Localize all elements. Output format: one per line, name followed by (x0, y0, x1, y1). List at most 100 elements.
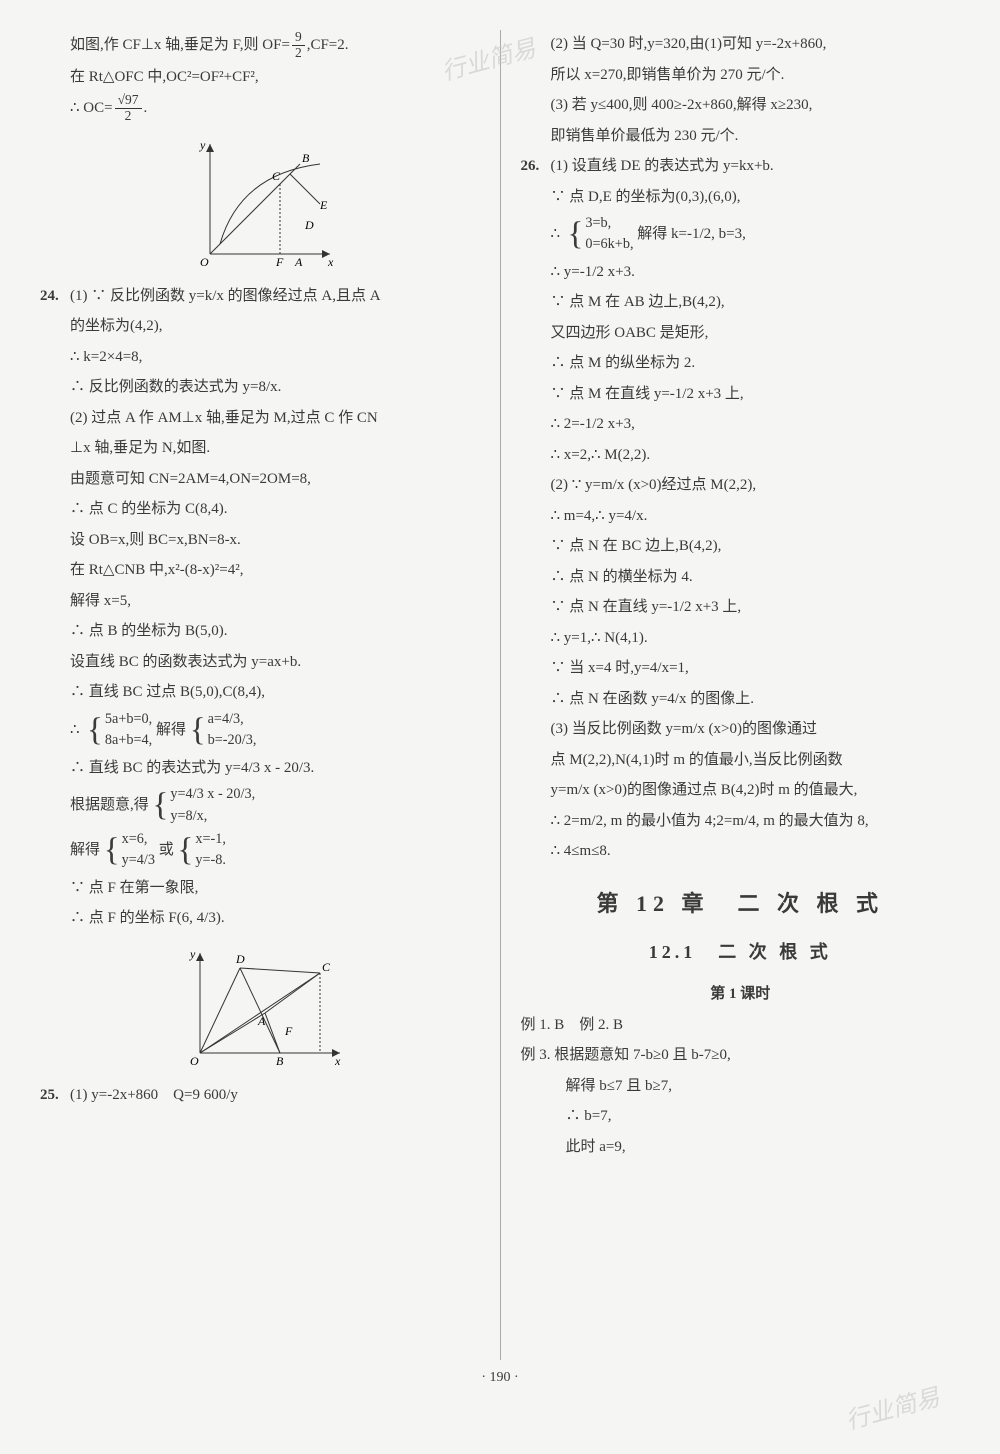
equation-system: 根据题意,得 { y=4/3 x - 20/3, y=8/x, (40, 784, 480, 827)
text: (1) y=-2x+860 Q=9 600/y (70, 1087, 238, 1103)
text-line: ∴ x=2,∴ M(2,2). (521, 441, 961, 470)
svg-text:x: x (334, 1054, 341, 1068)
equation-system: 解得 { x=6, y=4/3 或 { x=-1, y=-8. (40, 829, 480, 872)
text: 解得 (70, 842, 100, 858)
sys-row: b=-20/3, (208, 730, 257, 751)
text: 或 (159, 842, 174, 858)
text-line: 如图,作 CF⊥x 轴,垂足为 F,则 OF=92,CF=2. (40, 30, 480, 61)
svg-text:O: O (190, 1054, 199, 1068)
svg-text:A: A (294, 255, 303, 269)
text-line: ∴ 4≤m≤8. (521, 837, 961, 866)
text-line: (2) ∵ y=m/x (x>0)经过点 M(2,2), (521, 471, 961, 500)
text-line: ∴ 点 F 的坐标 F(6, 4/3). (40, 904, 480, 933)
text: (1) ∵ 反比例函数 y=k/x 的图像经过点 A,且点 A (70, 288, 381, 304)
text-line: ∵ 当 x=4 时,y=4/x=1, (521, 654, 961, 683)
sys-row: y=4/3 x - 20/3, (170, 784, 255, 805)
text-line: 设直线 BC 的函数表达式为 y=ax+b. (40, 648, 480, 677)
equation-system: ∴ { 3=b, 0=6k+b, 解得 k=-1/2, b=3, (521, 213, 961, 256)
text: 解得 (156, 722, 186, 738)
graph-2: y D C A F O B x (170, 943, 350, 1073)
text-line: 所以 x=270,即销售单价为 270 元/个. (521, 61, 961, 90)
problem-24: 24.(1) ∵ 反比例函数 y=k/x 的图像经过点 A,且点 A (40, 282, 480, 311)
text-line: 即销售单价最低为 230 元/个. (521, 122, 961, 151)
text-line: 又四边形 OABC 是矩形, (521, 319, 961, 348)
text-line: 的坐标为(4,2), (40, 312, 480, 341)
problem-number: 25. (40, 1081, 70, 1110)
svg-text:y: y (199, 138, 206, 152)
frac-den: 2 (292, 46, 305, 61)
text-line: ∴ 直线 BC 的表达式为 y=4/3 x - 20/3. (40, 754, 480, 783)
text-line: 设 OB=x,则 BC=x,BN=8-x. (40, 526, 480, 555)
text-line: 解得 x=5, (40, 587, 480, 616)
sys-row: a=4/3, (208, 709, 257, 730)
svg-text:D: D (304, 218, 314, 232)
sys-row: y=4/3 (122, 850, 155, 871)
text-line: ∵ 点 F 在第一象限, (40, 874, 480, 903)
sys-row: 3=b, (585, 213, 633, 234)
svg-text:B: B (276, 1054, 284, 1068)
page-number: · 190 · (40, 1370, 960, 1386)
text-line: y=m/x (x>0)的图像通过点 B(4,2)时 m 的值最大, (521, 776, 961, 805)
text-line: ∴ m=4,∴ y=4/x. (521, 502, 961, 531)
text-line: 在 Rt△CNB 中,x²-(8-x)²=4², (40, 556, 480, 585)
text: 解得 k=-1/2, b=3, (637, 226, 746, 242)
text-line: ⊥x 轴,垂足为 N,如图. (40, 434, 480, 463)
text-line: ∴ k=2×4=8, (40, 343, 480, 372)
sys-row: 0=6k+b, (585, 234, 633, 255)
svg-text:F: F (275, 255, 284, 269)
text: ∴ OC= (70, 100, 113, 116)
text: 如图,作 CF⊥x 轴,垂足为 F,则 OF= (70, 37, 290, 53)
right-column: (2) 当 Q=30 时,y=320,由(1)可知 y=-2x+860, 所以 … (521, 30, 961, 1360)
column-divider (500, 30, 501, 1360)
frac-num: 9 (292, 30, 305, 46)
text-line: ∴ 点 B 的坐标为 B(5,0). (40, 617, 480, 646)
example-line: ∴ b=7, (521, 1102, 961, 1131)
sys-row: x=6, (122, 829, 155, 850)
sys-row: 8a+b=4, (105, 730, 152, 751)
text: 根据题意,得 (70, 797, 149, 813)
text-line: ∴ y=-1/2 x+3. (521, 258, 961, 287)
graph-1: y B C E D O F A x (180, 134, 340, 274)
svg-text:x: x (327, 255, 334, 269)
text-line: ∴ 点 C 的坐标为 C(8,4). (40, 495, 480, 524)
lesson-title: 第 1 课时 (521, 982, 961, 1003)
text-line: (3) 若 y≤400,则 400≥-2x+860,解得 x≥230, (521, 91, 961, 120)
text-line: ∵ 点 N 在 BC 边上,B(4,2), (521, 532, 961, 561)
fraction: 92 (292, 30, 305, 61)
text-line: (2) 过点 A 作 AM⊥x 轴,垂足为 M,过点 C 作 CN (40, 404, 480, 433)
text-line: ∵ 点 D,E 的坐标为(0,3),(6,0), (521, 183, 961, 212)
svg-text:D: D (235, 952, 245, 966)
text-line: (2) 当 Q=30 时,y=320,由(1)可知 y=-2x+860, (521, 30, 961, 59)
svg-text:y: y (189, 947, 196, 961)
text-line: ∵ 点 M 在 AB 边上,B(4,2), (521, 288, 961, 317)
text: . (144, 100, 148, 116)
text-line: (3) 当反比例函数 y=m/x (x>0)的图像通过 (521, 715, 961, 744)
page-columns: 如图,作 CF⊥x 轴,垂足为 F,则 OF=92,CF=2. 在 Rt△OFC… (40, 30, 960, 1360)
text-line: 点 M(2,2),N(4,1)时 m 的值最小,当反比例函数 (521, 746, 961, 775)
svg-text:A: A (257, 1014, 266, 1028)
text-line: 由题意可知 CN=2AM=4,ON=2OM=8, (40, 465, 480, 494)
text-line: ∵ 点 N 在直线 y=-1/2 x+3 上, (521, 593, 961, 622)
example-line: 此时 a=9, (521, 1133, 961, 1162)
sys-row: y=-8. (195, 850, 226, 871)
example-line: 解得 b≤7 且 b≥7, (521, 1072, 961, 1101)
chapter-title: 第 12 章 二 次 根 式 (521, 886, 961, 918)
section-title: 12.1 二 次 根 式 (521, 938, 961, 964)
text-line: ∴ 2=-1/2 x+3, (521, 410, 961, 439)
frac-num: √97 (115, 93, 142, 109)
problem-26: 26.(1) 设直线 DE 的表达式为 y=kx+b. (521, 152, 961, 181)
text-line: ∴ 点 M 的纵坐标为 2. (521, 349, 961, 378)
text-line: ∴ 反比例函数的表达式为 y=8/x. (40, 373, 480, 402)
text-line: ∴ 点 N 在函数 y=4/x 的图像上. (521, 685, 961, 714)
left-column: 如图,作 CF⊥x 轴,垂足为 F,则 OF=92,CF=2. 在 Rt△OFC… (40, 30, 480, 1360)
text-line: ∴ y=1,∴ N(4,1). (521, 624, 961, 653)
fraction: √972 (115, 93, 142, 124)
text-line: ∴ 直线 BC 过点 B(5,0),C(8,4), (40, 678, 480, 707)
svg-text:E: E (319, 198, 328, 212)
problem-number: 24. (40, 282, 70, 311)
example-line: 例 1. B 例 2. B (521, 1011, 961, 1040)
svg-text:C: C (272, 169, 281, 183)
sys-row: 5a+b=0, (105, 709, 152, 730)
equation-system: ∴ { 5a+b=0, 8a+b=4, 解得 { a=4/3, b=-20/3, (40, 709, 480, 752)
problem-number: 26. (521, 152, 551, 181)
